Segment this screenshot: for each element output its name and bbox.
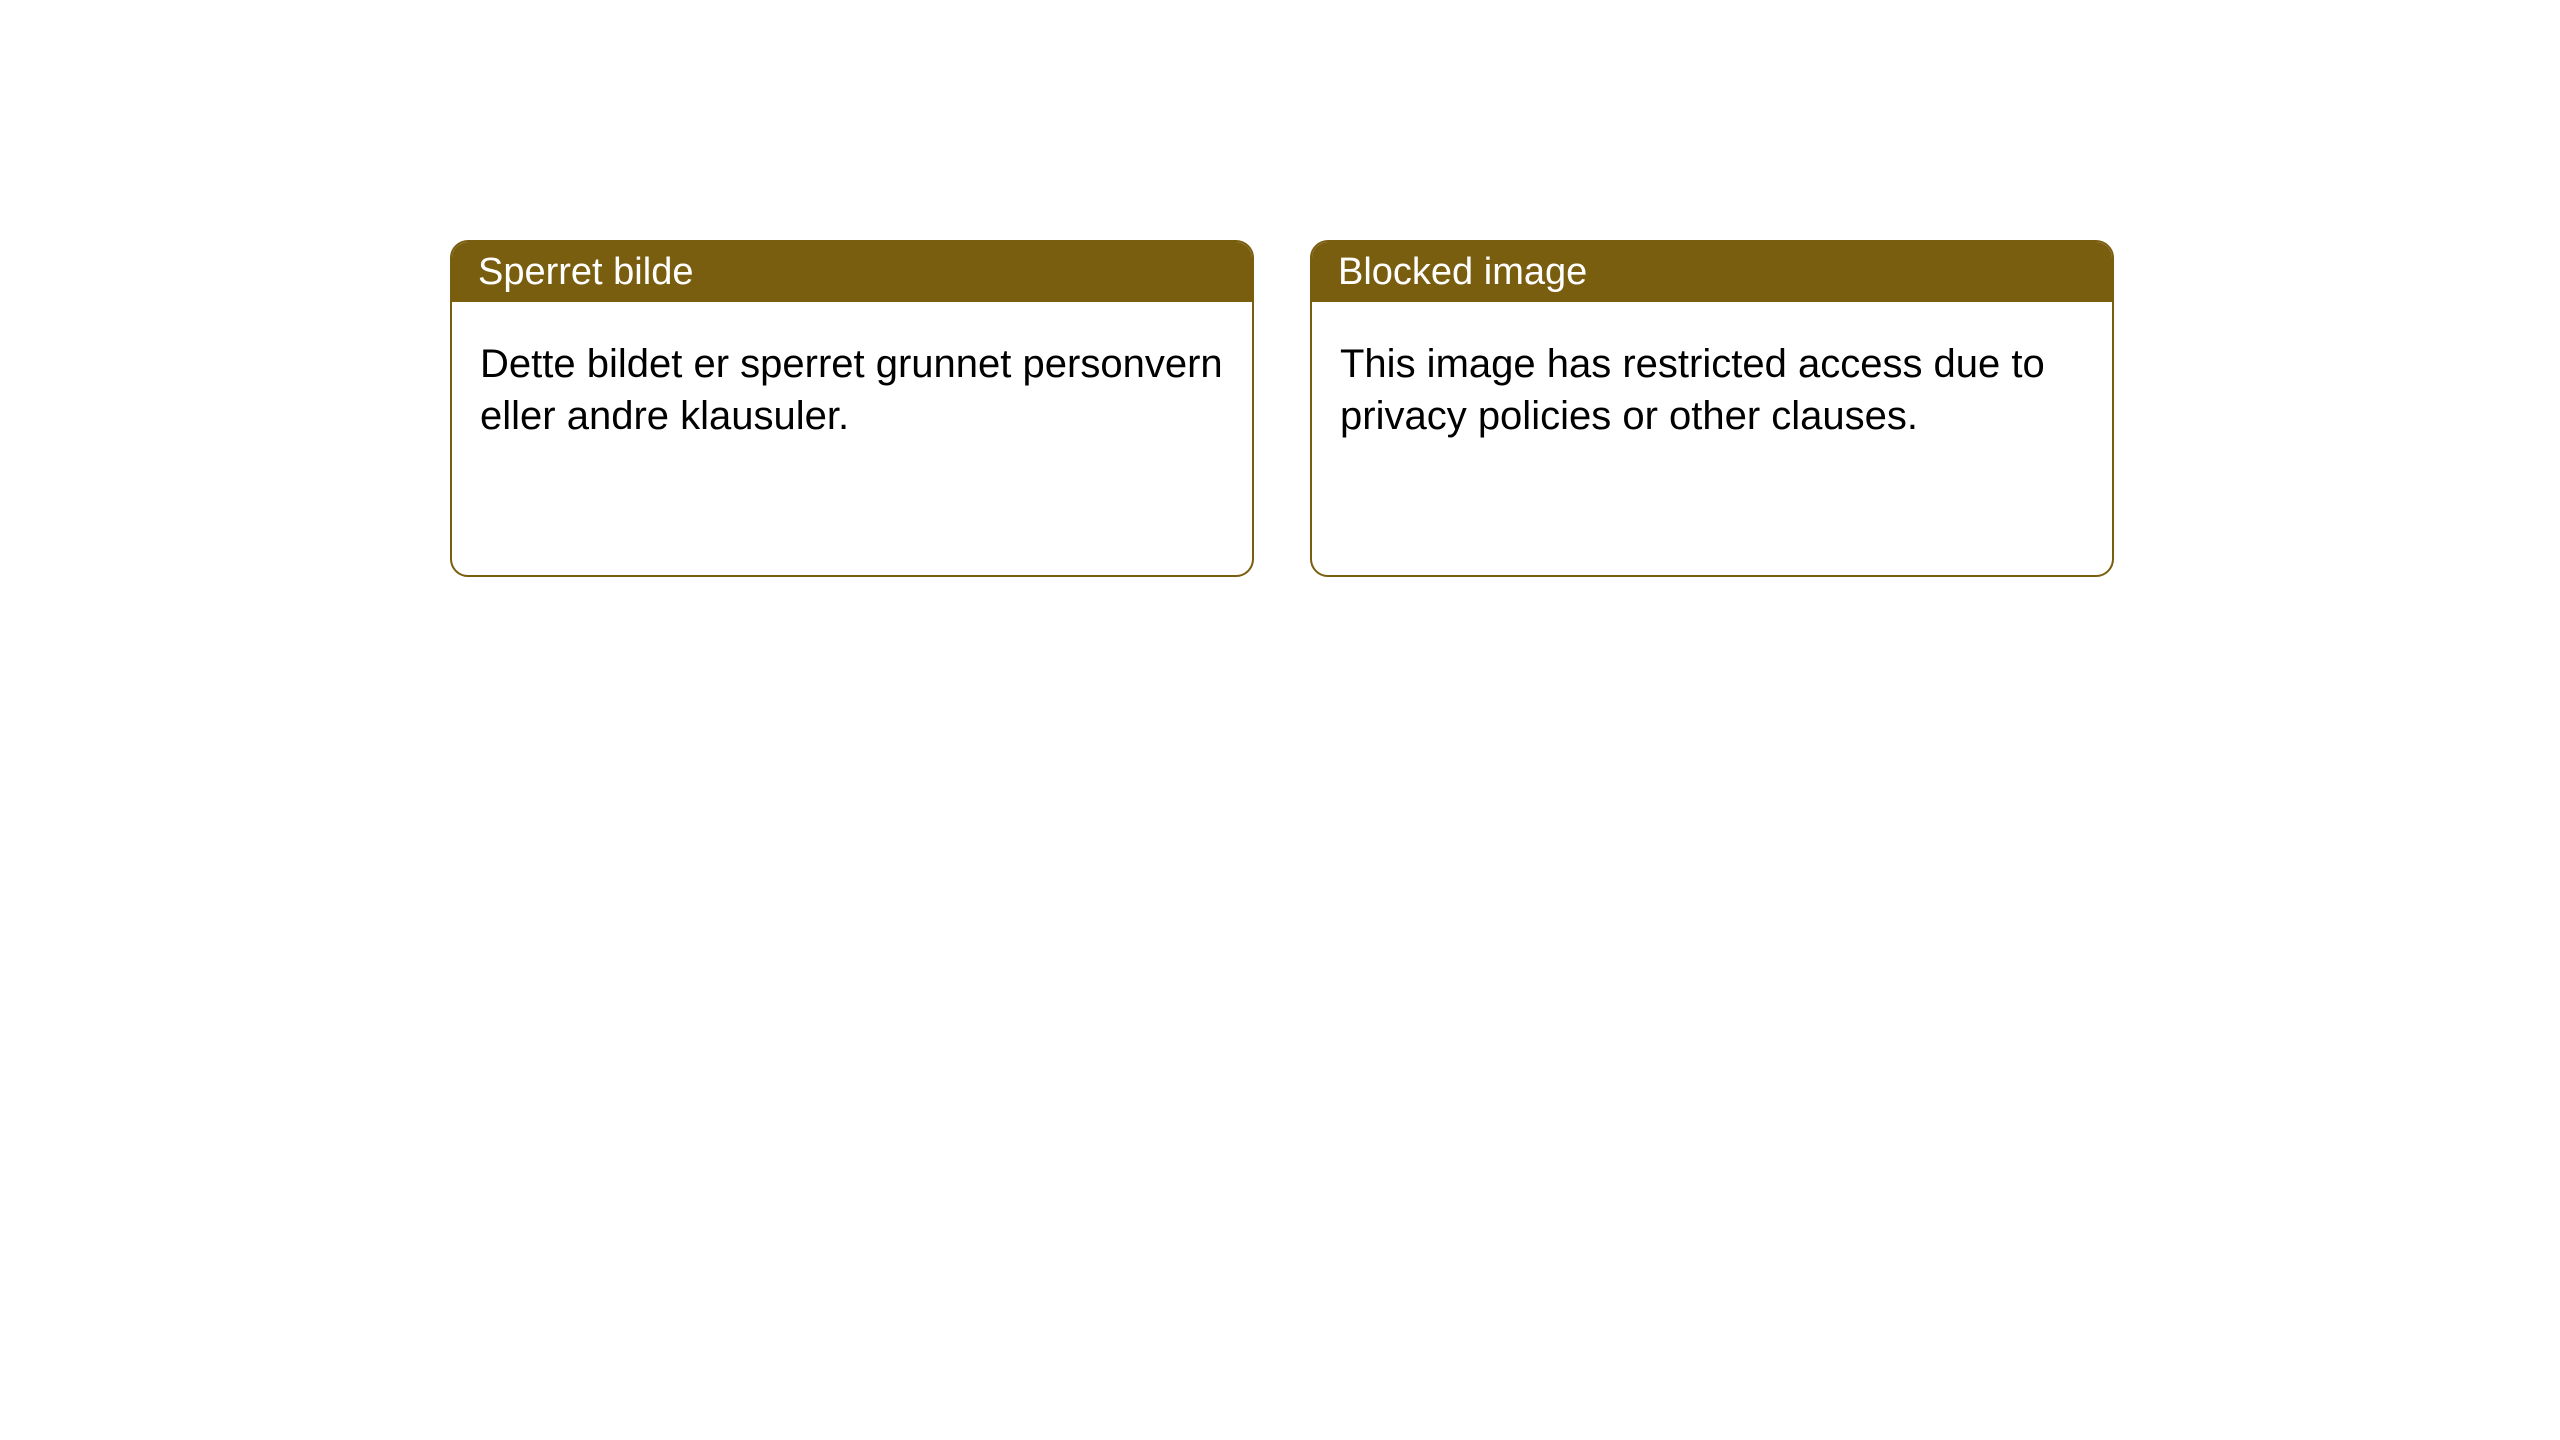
card-title: Sperret bilde — [478, 251, 693, 294]
card-header: Sperret bilde — [452, 242, 1252, 302]
notice-card-norwegian: Sperret bilde Dette bildet er sperret gr… — [450, 240, 1254, 577]
card-body-text: Dette bildet er sperret grunnet personve… — [480, 342, 1223, 438]
notice-cards-container: Sperret bilde Dette bildet er sperret gr… — [0, 0, 2560, 577]
card-title: Blocked image — [1338, 251, 1587, 294]
card-header: Blocked image — [1312, 242, 2112, 302]
notice-card-english: Blocked image This image has restricted … — [1310, 240, 2114, 577]
card-body-text: This image has restricted access due to … — [1340, 342, 2045, 438]
card-body: Dette bildet er sperret grunnet personve… — [452, 302, 1252, 478]
card-body: This image has restricted access due to … — [1312, 302, 2112, 478]
